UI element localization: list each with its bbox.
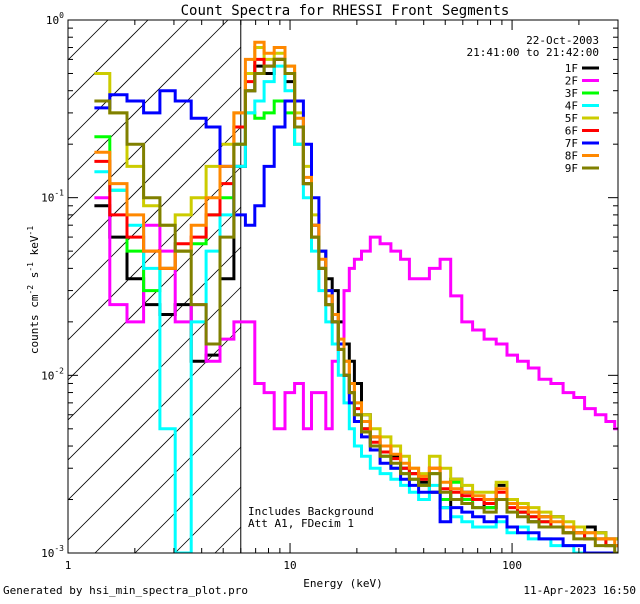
hatch-line [68,86,242,261]
y-tick-label: 10-1 [41,189,64,205]
hatch-line [68,46,242,221]
footer-timestamp: 11-Apr-2023 16:50 [523,584,636,597]
legend-label-1F: 1F [565,62,578,75]
legend-label-7F: 7F [565,137,578,150]
hatch-line [214,526,242,553]
legend-label-4F: 4F [565,100,578,113]
annotation-background: Includes Background [248,505,374,518]
hatch-line [68,206,242,381]
hatch-line [68,20,149,101]
hatch-line [68,20,189,141]
x-axis-label: Energy (keV) [303,577,382,590]
hatch-line [68,166,242,341]
plot-frame [67,19,619,554]
legend-label-5F: 5F [565,112,578,125]
series-line-9F [94,57,618,553]
y-tick-label: 10-3 [41,544,64,560]
y-tick-label: 100 [46,11,64,27]
hatch-line [94,406,242,553]
hatch-line [68,366,242,541]
y-axis-label: counts cm-2 s-1 keV-1 [26,226,41,354]
hatch-line [68,20,109,61]
hatch-line [68,126,242,301]
legend-label-3F: 3F [565,87,578,100]
legend-label-2F: 2F [565,75,578,88]
legend-label-9F: 9F [565,162,578,175]
time-range-label: 21:41:00 to 21:42:00 [467,46,599,59]
tick-layer: 1 10 100 100 10-1 10-2 10-3 [41,11,619,572]
shaded-region [68,20,242,553]
annotation-attenuator: Att A1, FDecim 1 [248,517,354,530]
hatch-line [68,20,229,181]
y-tick-label: 10-2 [41,366,64,382]
x-tick-label: 1 [65,559,72,572]
series-line-8F [94,40,618,548]
hatch-line [68,246,242,421]
date-label: 22-Oct-2003 [526,34,599,47]
hatch-line [68,326,242,501]
x-tick-label: 10 [283,559,296,572]
footer-generated: Generated by hsi_min_spectra_plot.pro [3,584,248,597]
legend-label-8F: 8F [565,150,578,163]
series-line-7F [94,89,618,553]
hatch-line [68,286,242,461]
x-tick-label: 100 [502,559,522,572]
hatch-line [134,446,242,553]
series-layer [94,40,618,553]
hatch-line [174,486,242,553]
chart-title: Count Spectra for RHESSI Front Segments [181,3,510,19]
legend-label-6F: 6F [565,125,578,138]
